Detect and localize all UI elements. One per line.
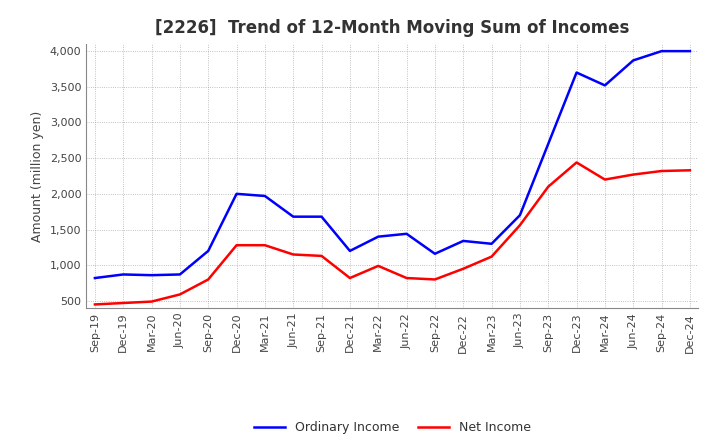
Ordinary Income xyxy=(487,241,496,246)
Net Income xyxy=(487,254,496,259)
Net Income xyxy=(657,169,666,174)
Ordinary Income xyxy=(261,193,269,198)
Net Income xyxy=(629,172,637,177)
Net Income xyxy=(204,277,212,282)
Ordinary Income xyxy=(544,141,552,147)
Net Income xyxy=(346,275,354,281)
Net Income xyxy=(91,302,99,307)
Ordinary Income xyxy=(91,275,99,281)
Line: Ordinary Income: Ordinary Income xyxy=(95,51,690,278)
Net Income xyxy=(402,275,411,281)
Ordinary Income xyxy=(148,272,156,278)
Ordinary Income xyxy=(119,272,127,277)
Line: Net Income: Net Income xyxy=(95,162,690,304)
Net Income xyxy=(148,299,156,304)
Net Income xyxy=(261,242,269,248)
Net Income xyxy=(685,168,694,173)
Ordinary Income xyxy=(233,191,241,197)
Net Income xyxy=(459,266,467,271)
Net Income xyxy=(600,177,609,182)
Net Income xyxy=(572,160,581,165)
Net Income xyxy=(289,252,297,257)
Y-axis label: Amount (million yen): Amount (million yen) xyxy=(32,110,45,242)
Ordinary Income xyxy=(600,83,609,88)
Ordinary Income xyxy=(204,248,212,253)
Ordinary Income xyxy=(431,251,439,257)
Ordinary Income xyxy=(657,48,666,54)
Net Income xyxy=(233,242,241,248)
Ordinary Income xyxy=(516,213,524,218)
Legend: Ordinary Income, Net Income: Ordinary Income, Net Income xyxy=(248,416,536,439)
Ordinary Income xyxy=(346,248,354,253)
Ordinary Income xyxy=(318,214,326,219)
Title: [2226]  Trend of 12-Month Moving Sum of Incomes: [2226] Trend of 12-Month Moving Sum of I… xyxy=(156,19,629,37)
Ordinary Income xyxy=(289,214,297,219)
Ordinary Income xyxy=(374,234,382,239)
Net Income xyxy=(374,263,382,268)
Ordinary Income xyxy=(685,48,694,54)
Net Income xyxy=(431,277,439,282)
Ordinary Income xyxy=(459,238,467,244)
Net Income xyxy=(544,184,552,189)
Ordinary Income xyxy=(176,272,184,277)
Net Income xyxy=(318,253,326,259)
Net Income xyxy=(119,301,127,306)
Ordinary Income xyxy=(629,58,637,63)
Net Income xyxy=(516,223,524,228)
Ordinary Income xyxy=(402,231,411,236)
Net Income xyxy=(176,292,184,297)
Ordinary Income xyxy=(572,70,581,75)
